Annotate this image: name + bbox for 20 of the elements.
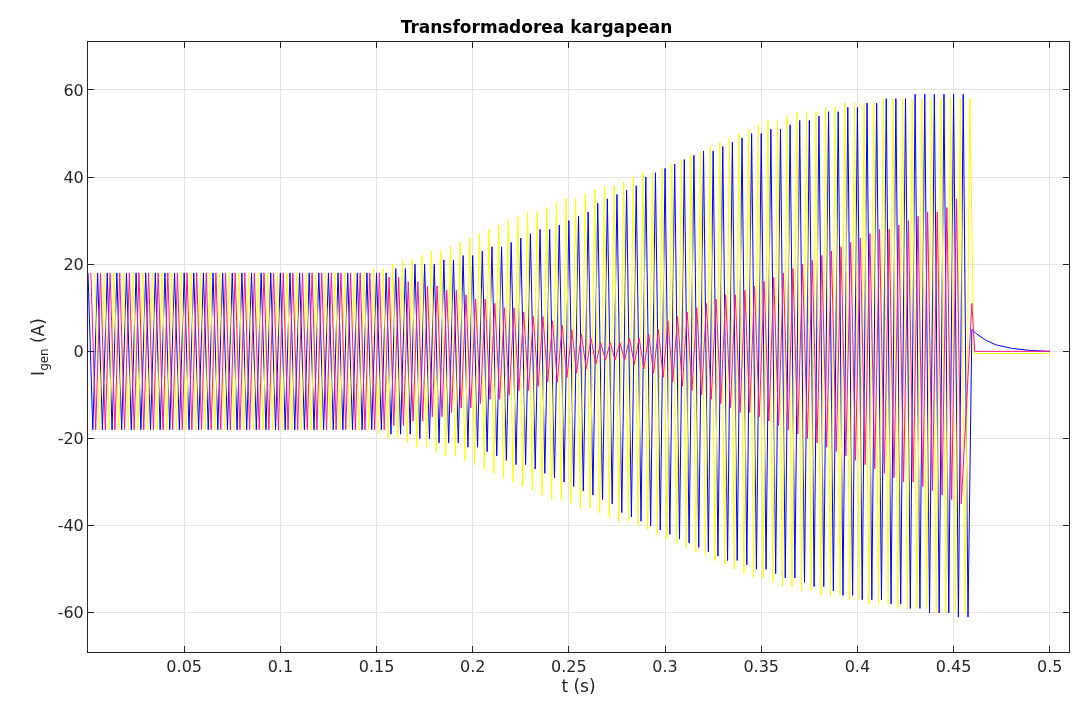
x-tick-label: 0.05 — [166, 657, 202, 677]
y-tick-label: 20 — [63, 254, 84, 274]
y-tick-label: 0 — [73, 341, 84, 361]
y-tick-label: 40 — [63, 167, 84, 187]
x-tick-label: 0.5 — [1037, 657, 1063, 677]
line-series — [90, 198, 1051, 505]
x-tick-label: 0.15 — [358, 657, 395, 677]
y-tick-label: 60 — [63, 80, 84, 100]
y-tick-label: -40 — [57, 516, 84, 536]
x-tick-label: 0.3 — [652, 657, 678, 677]
x-tick-label: 0.35 — [743, 657, 780, 677]
x-tick-label: 0.25 — [551, 657, 587, 677]
chart-title: Transformadorea kargapean — [400, 16, 673, 37]
x-axis-title: t (s) — [561, 676, 596, 697]
x-tick-label: 0.45 — [935, 657, 972, 677]
x-tick-label: 0.2 — [459, 657, 486, 677]
y-tick-label: -60 — [57, 603, 84, 623]
x-tick-label: 0.1 — [267, 657, 294, 677]
y-tick-label: -20 — [57, 429, 84, 449]
x-tick-label: 0.4 — [844, 657, 871, 677]
